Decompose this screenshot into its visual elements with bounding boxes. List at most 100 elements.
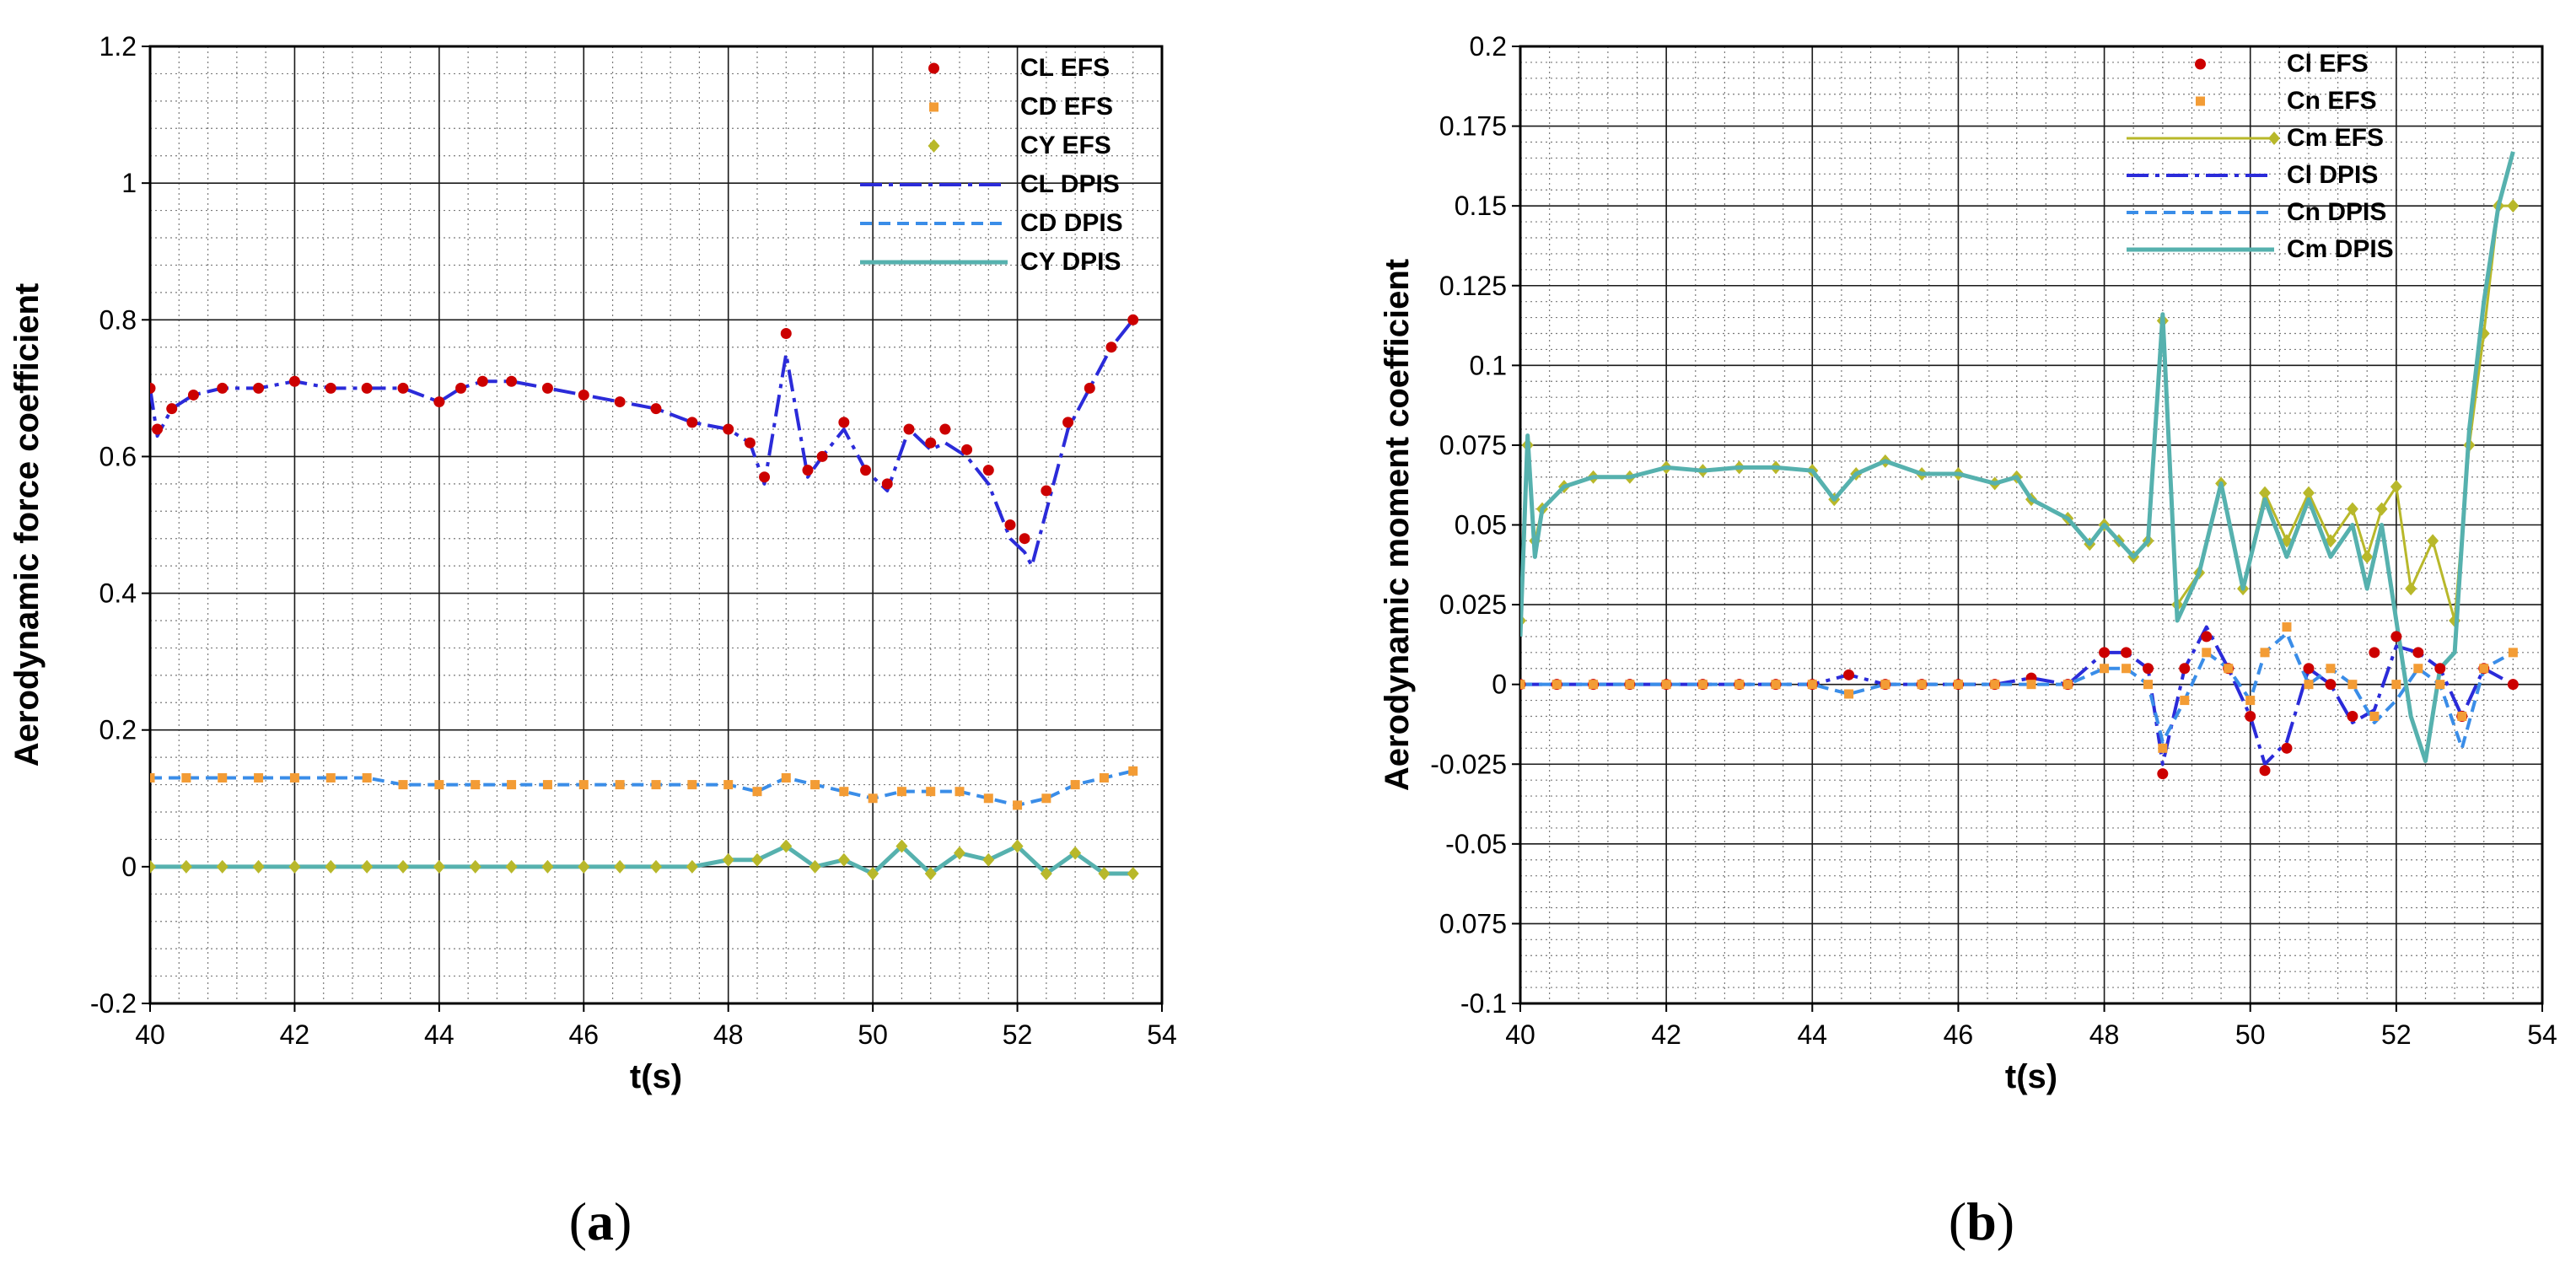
- chart1-point-cl-efs: [2412, 647, 2424, 659]
- panel-b-moment-chart: 40 42 44 46 48 50 52 54 -0.1 0.075 -0.05 -0.025 0 0.0…: [1379, 31, 2557, 1095]
- chart0-point-cd-efs: [723, 780, 734, 790]
- chart0-point-cl-efs: [288, 375, 300, 387]
- chart0-point-cy-efs: [505, 859, 518, 874]
- chart0-point-cl-efs: [961, 444, 973, 455]
- chart0-legend-label-cl-efs: CL EFS: [1020, 54, 1110, 82]
- chart0-point-cl-efs: [397, 382, 409, 394]
- chart0-ytick-label: -0.2: [90, 988, 137, 1019]
- chart0-point-cd-efs: [868, 793, 878, 804]
- chart0-point-cy-efs: [433, 859, 445, 874]
- chart0-point-cy-efs: [895, 839, 908, 853]
- chart0-point-cl-efs: [925, 437, 937, 449]
- chart1-ytick-label: 0: [1492, 670, 1507, 700]
- chart1-legend-label-cl-efs: Cl EFS: [2287, 50, 2369, 78]
- chart1-point-cl-efs: [2099, 647, 2111, 659]
- chart0-point-cd-efs: [983, 793, 993, 804]
- chart1-ytick-label: 0.025: [1439, 589, 1507, 620]
- chart1-legend-swatch-cl-efs: [2195, 58, 2206, 70]
- chart0-point-cl-efs: [903, 423, 915, 435]
- chart0-point-cl-efs: [433, 396, 445, 408]
- chart1-point-cn-efs: [1552, 680, 1562, 690]
- chart0-point-cy-efs: [837, 852, 850, 867]
- chart0-point-cl-efs: [1062, 417, 1074, 428]
- chart0-point-cl-efs: [152, 423, 164, 435]
- chart1-minor-grid: [1520, 46, 2542, 1003]
- chart1-point-cn-efs: [2435, 680, 2445, 690]
- chart0-point-cd-efs: [434, 780, 444, 790]
- chart0-point-cl-efs: [506, 375, 518, 387]
- chart1-ytick-label: 0.075: [1439, 908, 1507, 938]
- chart0-point-cl-efs: [1084, 382, 1095, 394]
- chart1-point-cn-efs: [1844, 689, 1854, 699]
- chart1-point-cm-efs: [2405, 582, 2417, 596]
- chart1-point-cn-efs: [1661, 680, 1671, 690]
- chart0-point-cl-efs: [723, 423, 734, 435]
- chart1-point-cn-efs: [2369, 712, 2380, 721]
- chart0-ytick-label: 1.2: [99, 31, 137, 62]
- chart0-point-cd-efs: [507, 780, 517, 790]
- chart1-xlabel: t(s): [2005, 1058, 2057, 1095]
- chart1-point-cl-efs: [2507, 679, 2519, 691]
- chart1-point-cn-efs: [2158, 743, 2168, 753]
- chart0-point-cy-efs: [150, 859, 156, 874]
- chart0-point-cd-efs: [289, 772, 299, 783]
- chart1-point-cn-efs: [2508, 648, 2518, 658]
- chart1-point-cn-efs: [2224, 664, 2234, 674]
- chart0-point-cy-efs: [216, 859, 229, 874]
- chart0-point-cd-efs: [150, 772, 155, 783]
- chart0-point-cd-efs: [955, 787, 965, 797]
- chart1-ytick-label: -0.1: [1460, 988, 1507, 1019]
- chart0-legend-label-cy-dpis: CY DPIS: [1020, 248, 1121, 276]
- chart0-point-cd-efs: [687, 780, 697, 790]
- chart0-point-cl-efs: [541, 382, 553, 394]
- chart0-ytick-label: 0.8: [99, 304, 137, 335]
- chart0-point-cy-efs: [1127, 866, 1139, 880]
- chart1-ytick-label: 0.1: [1470, 350, 1507, 380]
- chart0-point-cd-efs: [1013, 800, 1023, 810]
- chart0-ytick-label: 1: [121, 168, 137, 198]
- chart1-ylabel: Aerodynamic moment coefficient: [1379, 259, 1416, 791]
- chart0-series-line-cl-dpis: [150, 319, 1135, 568]
- chart0-point-cl-efs: [253, 382, 265, 394]
- chart0-point-cd-efs: [781, 772, 791, 783]
- chart0-point-cl-efs: [476, 375, 488, 387]
- chart1-point-cn-efs: [2457, 712, 2467, 721]
- chart1-series-cn-efs: [1520, 622, 2518, 753]
- chart1-point-cl-efs: [2325, 679, 2337, 691]
- chart1-ytick-label: -0.025: [1430, 749, 1507, 779]
- chart0-point-cd-efs: [926, 787, 936, 797]
- chart0-point-cl-efs: [578, 389, 589, 401]
- chart1-point-cn-efs: [2260, 648, 2270, 658]
- chart0-point-cl-efs: [939, 423, 951, 435]
- chart1-legend-label-cl-dpis: Cl DPIS: [2287, 161, 2378, 189]
- caption-a: (a): [569, 1191, 632, 1251]
- chart0-point-cy-efs: [722, 852, 734, 867]
- chart0-xtick-label: 40: [135, 1019, 165, 1050]
- chart0-ytick-label: 0.4: [99, 578, 137, 609]
- chart1-point-cm-efs: [2346, 502, 2358, 516]
- chart1-point-cn-efs: [2026, 680, 2036, 690]
- chart0-point-cy-efs: [924, 866, 937, 880]
- chart0-point-cy-efs: [252, 859, 265, 874]
- chart0-point-cl-efs: [816, 450, 828, 462]
- panel-a-force-chart: 40 42 44 46 48 50 52 54 -0.2 0 0.2 0.4 0.6 0.8 1 1.2 t(s…: [8, 31, 1177, 1095]
- chart0-legend-label-cd-efs: CD EFS: [1020, 93, 1113, 121]
- chart0-xlabel: t(s): [630, 1058, 682, 1095]
- chart0-point-cl-efs: [881, 478, 893, 490]
- chart0-point-cy-efs: [288, 859, 301, 874]
- chart0-point-cl-efs: [759, 471, 771, 483]
- chart0-point-cy-efs: [1040, 866, 1052, 880]
- chart0-point-cl-efs: [361, 382, 373, 394]
- chart0-legend-label-cd-dpis: CD DPIS: [1020, 209, 1123, 237]
- chart0-point-cd-efs: [254, 772, 264, 783]
- chart1-point-cn-efs: [1953, 680, 1963, 690]
- chart0-xtick-label: 42: [280, 1019, 310, 1050]
- chart0-point-cy-efs: [180, 859, 192, 874]
- chart1-legend-label-cm-efs: Cm EFS: [2287, 124, 2384, 152]
- chart0-xtick-label: 52: [1003, 1019, 1033, 1050]
- chart1-series-cm-dpis: [1520, 151, 2515, 763]
- chart1-point-cm-efs: [2361, 550, 2374, 564]
- chart1-point-cn-efs: [2326, 664, 2336, 674]
- chart1-point-cl-efs: [1843, 669, 1855, 680]
